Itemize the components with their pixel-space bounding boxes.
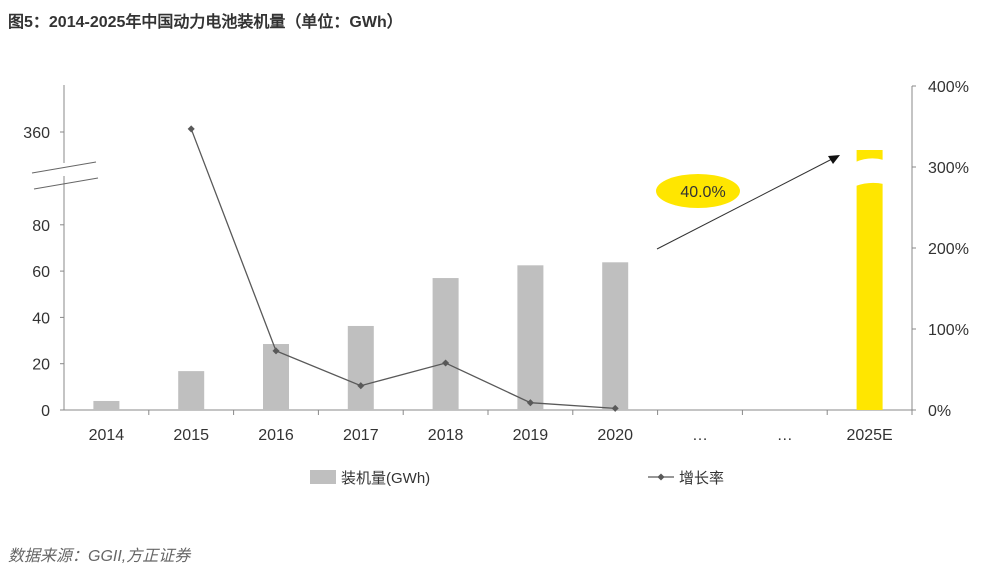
growth-point-2018 <box>442 359 450 367</box>
x-tick-label: 2025E <box>846 427 892 444</box>
bar-2019 <box>517 265 544 410</box>
legend-bar-label: 装机量(GWh) <box>341 470 430 487</box>
bar-2015 <box>178 371 205 410</box>
legend-line-marker <box>657 473 665 481</box>
axis-break-mark <box>33 177 99 190</box>
bar-2020 <box>602 262 629 410</box>
x-tick-label: 2014 <box>89 427 125 444</box>
axis-break-mark <box>31 161 97 174</box>
x-tick-label: 2015 <box>173 427 209 444</box>
annotation-arrow <box>656 157 835 250</box>
bar-break-gap <box>855 158 884 186</box>
source-note: 数据来源：GGII,方正证券 <box>8 548 191 565</box>
x-tick-label: … <box>777 427 793 444</box>
growth-line <box>190 128 616 410</box>
right-tick-label: 200% <box>928 241 969 258</box>
bar-2017 <box>347 325 374 410</box>
right-tick-label: 0% <box>928 403 951 420</box>
x-tick-label: 2018 <box>428 427 464 444</box>
x-tick-label: 2020 <box>597 427 633 444</box>
axis-break-gap <box>40 163 90 176</box>
x-tick-label: 2016 <box>258 427 294 444</box>
bar-2018 <box>432 278 459 410</box>
x-tick-label: 2017 <box>343 427 379 444</box>
growth-point-2015 <box>187 125 195 133</box>
growth-point-2017 <box>357 382 365 390</box>
left-tick-label: 80 <box>32 218 50 235</box>
left-tick-label: 40 <box>32 310 50 327</box>
growth-point-2019 <box>526 399 534 407</box>
x-tick-label: 2019 <box>513 427 549 444</box>
right-tick-label: 400% <box>928 79 969 96</box>
left-tick-label: 20 <box>32 357 50 374</box>
bar-2014 <box>93 400 120 410</box>
annotation-bubble <box>656 174 740 208</box>
left-tick-label: 360 <box>23 125 50 142</box>
left-tick-label: 0 <box>41 403 50 420</box>
bar-2025E <box>856 150 883 410</box>
right-tick-label: 100% <box>928 322 969 339</box>
annotation-label: 40.0% <box>680 184 725 201</box>
growth-point-2016 <box>272 347 280 355</box>
arrow-head-icon <box>828 155 840 164</box>
growth-point-2020 <box>611 404 619 412</box>
right-tick-label: 300% <box>928 160 969 177</box>
legend-bar-swatch <box>310 470 336 484</box>
left-tick-label: 60 <box>32 264 50 281</box>
x-tick-label: … <box>692 427 708 444</box>
legend-line-label: 增长率 <box>679 470 724 487</box>
chart-title: 图5：2014-2025年中国动力电池装机量（单位：GWh） <box>8 14 403 31</box>
